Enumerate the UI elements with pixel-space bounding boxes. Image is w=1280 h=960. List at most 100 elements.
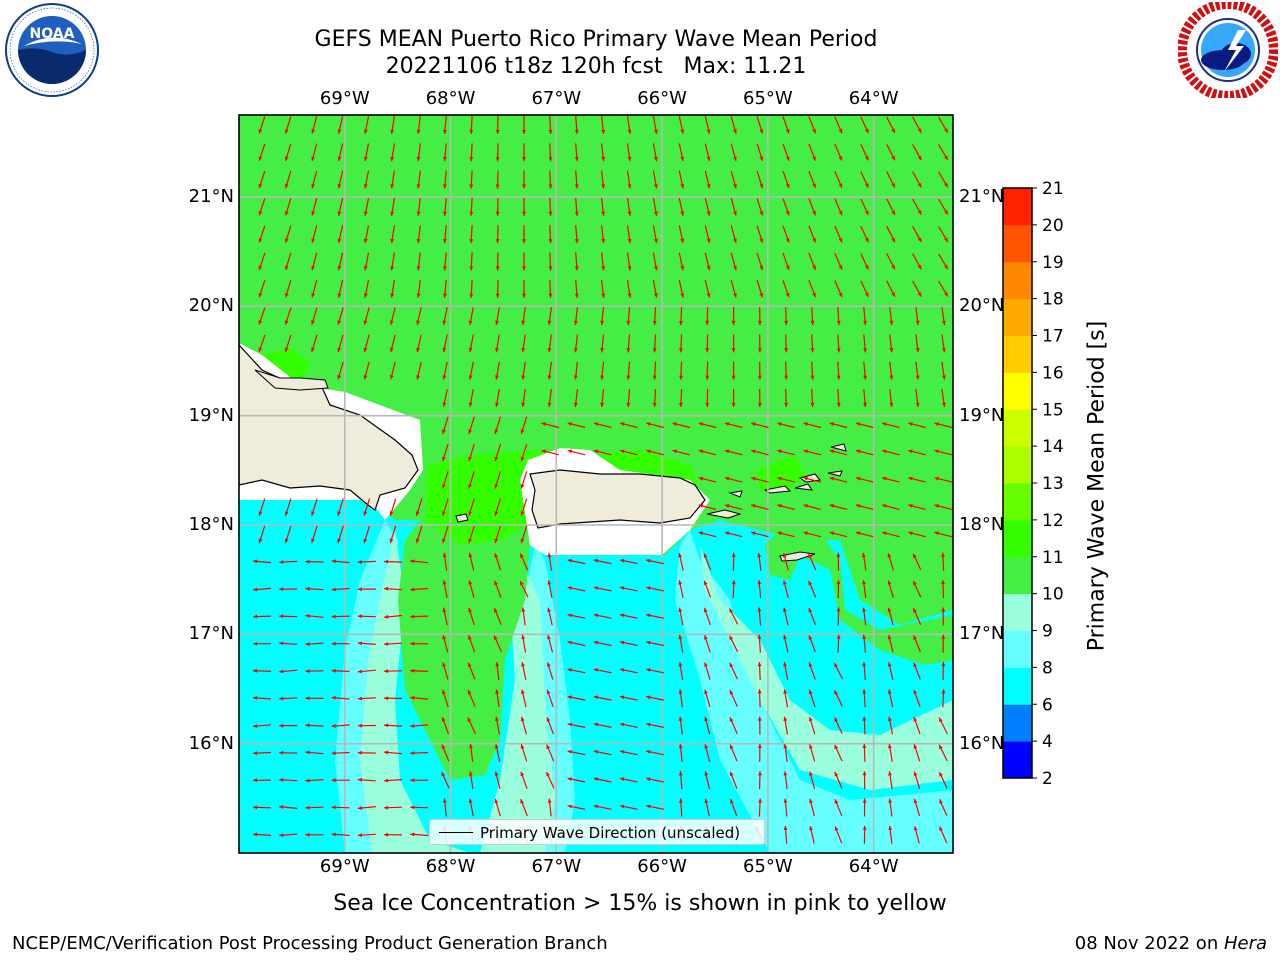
producer-credit: NCEP/EMC/Verification Post Processing Pr… xyxy=(12,933,608,954)
wave-arrow xyxy=(809,771,816,790)
wave-arrow xyxy=(469,252,474,271)
wave-arrow xyxy=(705,388,710,408)
wave-arrow xyxy=(704,225,711,244)
wave-arrow xyxy=(467,689,476,707)
wave-arrow xyxy=(934,504,953,510)
lat-label-left: 18°N xyxy=(188,514,234,535)
wave-arrow xyxy=(941,634,946,653)
wave-arrow xyxy=(574,143,579,162)
wave-arrow xyxy=(389,361,396,380)
wave-arrow xyxy=(782,170,790,189)
wave-arrow xyxy=(389,334,396,353)
colorbar-segment xyxy=(1003,704,1032,742)
wave-arrow xyxy=(757,743,762,762)
wave-arrow xyxy=(442,662,449,680)
wave-arrow xyxy=(934,476,953,483)
title-line-1: GEFS MEAN Puerto Rico Primary Wave Mean … xyxy=(314,27,878,52)
wave-arrow xyxy=(862,689,867,708)
wave-arrow xyxy=(836,552,841,571)
wave-arrow xyxy=(494,798,501,817)
wave-arrow xyxy=(494,525,502,544)
wave-arrow xyxy=(600,307,605,326)
wave-arrow xyxy=(652,334,657,353)
colorbar-segment xyxy=(1003,224,1032,263)
wave-arrow xyxy=(601,225,606,244)
wave-arrow xyxy=(705,334,710,353)
wave-arrow xyxy=(337,334,344,353)
wave-arrow xyxy=(834,143,843,161)
wave-arrow xyxy=(619,640,638,647)
lon-label-bottom: 69°W xyxy=(319,856,370,877)
wave-arrow xyxy=(750,504,769,510)
wave-arrow xyxy=(938,771,948,789)
wave-arrow xyxy=(836,580,841,599)
wave-arrow xyxy=(750,476,769,483)
wave-arrow xyxy=(678,552,684,571)
wave-arrow xyxy=(860,116,869,134)
wave-arrow xyxy=(678,743,683,762)
island-mona xyxy=(455,513,469,523)
wave-arrow xyxy=(258,280,266,298)
wave-arrow xyxy=(860,171,869,188)
wave-arrow xyxy=(729,771,738,789)
wave-arrow xyxy=(836,307,841,326)
wave-arrow xyxy=(305,696,324,701)
wave-arrow xyxy=(808,252,817,271)
wave-arrow xyxy=(383,614,403,619)
wave-arrow xyxy=(305,669,324,674)
wave-arrow xyxy=(886,144,896,161)
wave-arrow xyxy=(567,558,586,565)
wave-arrow xyxy=(915,334,920,353)
wave-arrow xyxy=(567,777,586,783)
wave-arrow xyxy=(442,443,449,462)
wave-arrow xyxy=(331,668,350,673)
wave-arrow xyxy=(279,587,298,592)
wave-arrow xyxy=(912,116,922,134)
run-date: 08 Nov 2022 on Hera xyxy=(1075,933,1267,954)
wave-arrow xyxy=(416,116,421,134)
wave-arrow xyxy=(757,716,762,735)
wave-arrow xyxy=(886,198,896,216)
wave-arrow xyxy=(862,798,867,817)
wave-arrow xyxy=(279,723,298,728)
wave-arrow xyxy=(410,641,429,646)
wave-arrow xyxy=(410,614,429,619)
wave-arrow xyxy=(389,498,397,516)
wave-arrow xyxy=(704,744,711,762)
wave-arrow xyxy=(442,498,449,516)
wave-arrow xyxy=(679,307,683,326)
wave-arrow xyxy=(600,388,605,408)
wave-arrow xyxy=(357,806,376,810)
wave-arrow xyxy=(626,143,632,162)
wave-arrow xyxy=(258,307,266,325)
wave-arrow xyxy=(626,252,632,271)
wave-arrow xyxy=(416,279,421,298)
wave-arrow xyxy=(833,689,843,707)
wave-arrow xyxy=(886,280,896,298)
wave-arrow xyxy=(442,607,448,626)
period-field-9-10-east xyxy=(700,545,953,790)
colorbar-tick-label: 20 xyxy=(1042,216,1064,236)
wave-arrow xyxy=(311,198,318,216)
wave-arrow xyxy=(389,307,396,325)
wave-arrow xyxy=(443,197,447,216)
wave-arrow xyxy=(808,280,817,298)
wave-arrow xyxy=(593,804,612,810)
wave-arrow xyxy=(619,722,638,728)
wave-arrow xyxy=(784,307,789,326)
wave-arrow xyxy=(810,361,815,380)
wave-arrow xyxy=(704,716,711,735)
wave-arrow xyxy=(941,580,945,599)
wave-arrow xyxy=(573,389,578,407)
wave-arrow xyxy=(284,498,292,516)
period-field-9-10-central xyxy=(480,560,555,853)
wave-arrow xyxy=(416,307,422,326)
wave-arrow xyxy=(521,361,526,380)
lon-label-bottom: 67°W xyxy=(531,856,582,877)
wave-arrow xyxy=(600,361,605,380)
wave-arrow xyxy=(862,607,867,626)
wave-arrow xyxy=(808,580,817,598)
wave-arrow xyxy=(383,696,403,701)
wave-arrow xyxy=(646,804,664,810)
wave-arrow xyxy=(808,635,816,653)
